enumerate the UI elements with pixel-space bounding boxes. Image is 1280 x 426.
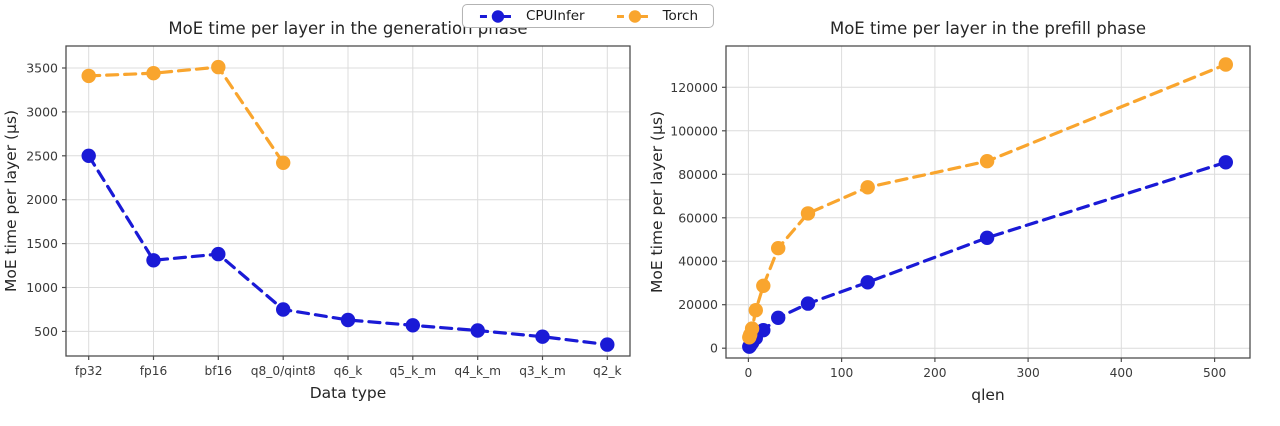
svg-text:3500: 3500 (26, 61, 58, 76)
svg-text:q6_k: q6_k (334, 364, 364, 378)
svg-text:q5_k_m: q5_k_m (389, 364, 436, 378)
svg-text:1500: 1500 (26, 236, 58, 251)
svg-text:500: 500 (1203, 366, 1226, 380)
svg-text:100000: 100000 (670, 123, 718, 138)
svg-text:20000: 20000 (678, 297, 718, 312)
svg-text:100: 100 (830, 366, 853, 380)
svg-text:q4_k_m: q4_k_m (454, 364, 501, 378)
svg-text:fp16: fp16 (140, 364, 168, 378)
svg-text:MoE time per layer (µs): MoE time per layer (µs) (2, 110, 20, 292)
svg-text:0: 0 (710, 341, 718, 356)
svg-text:60000: 60000 (678, 210, 718, 225)
svg-text:2000: 2000 (26, 192, 58, 207)
svg-text:fp32: fp32 (75, 364, 103, 378)
svg-text:3000: 3000 (26, 104, 58, 119)
svg-text:500: 500 (34, 324, 58, 339)
prefill-chart-svg: 0 20000 40000 60000 80000 100000 120000 0 100 200… (648, 19, 1251, 404)
svg-text:bf16: bf16 (205, 364, 233, 378)
svg-text:0: 0 (745, 366, 753, 380)
generation-chart-svg: 500 1000 1500 2000 2500 3000 3500 fp32 fp16 bf16 q… (2, 19, 631, 402)
svg-text:q2_k: q2_k (593, 364, 623, 378)
svg-text:2500: 2500 (26, 148, 58, 163)
legend-item-cpuinfer: CPUInfer (478, 8, 585, 24)
svg-text:40000: 40000 (678, 254, 718, 269)
legend-item-torch: Torch (615, 8, 698, 24)
prefill-phase-chart: 0 20000 40000 60000 80000 100000 120000 0 100 200… (648, 0, 1280, 426)
svg-text:Data type: Data type (310, 384, 387, 402)
svg-text:200: 200 (923, 366, 946, 380)
svg-text:80000: 80000 (678, 167, 718, 182)
torch-legend-marker-icon (616, 9, 653, 23)
svg-text:q8_0/qint8: q8_0/qint8 (251, 364, 316, 378)
svg-text:300: 300 (1016, 366, 1039, 380)
svg-text:1000: 1000 (26, 280, 58, 295)
svg-text:400: 400 (1110, 366, 1133, 380)
legend-label-cpuinfer: CPUInfer (525, 8, 585, 24)
svg-text:q3_k_m: q3_k_m (519, 364, 566, 378)
svg-text:MoE time per layer in the gene: MoE time per layer in the generation pha… (168, 19, 527, 38)
svg-text:MoE time per layer (µs): MoE time per layer (µs) (648, 111, 666, 293)
legend: CPUInfer Torch (461, 4, 715, 28)
legend-label-torch: Torch (662, 8, 699, 24)
svg-text:120000: 120000 (670, 80, 718, 95)
generation-phase-chart: 500 1000 1500 2000 2500 3000 3500 fp32 fp16 bf16 q… (2, 19, 631, 402)
svg-text:qlen: qlen (971, 386, 1005, 404)
svg-text:MoE time per layer in the pref: MoE time per layer in the prefill phase (830, 19, 1146, 38)
cpuinfer-legend-marker-icon (479, 9, 516, 23)
